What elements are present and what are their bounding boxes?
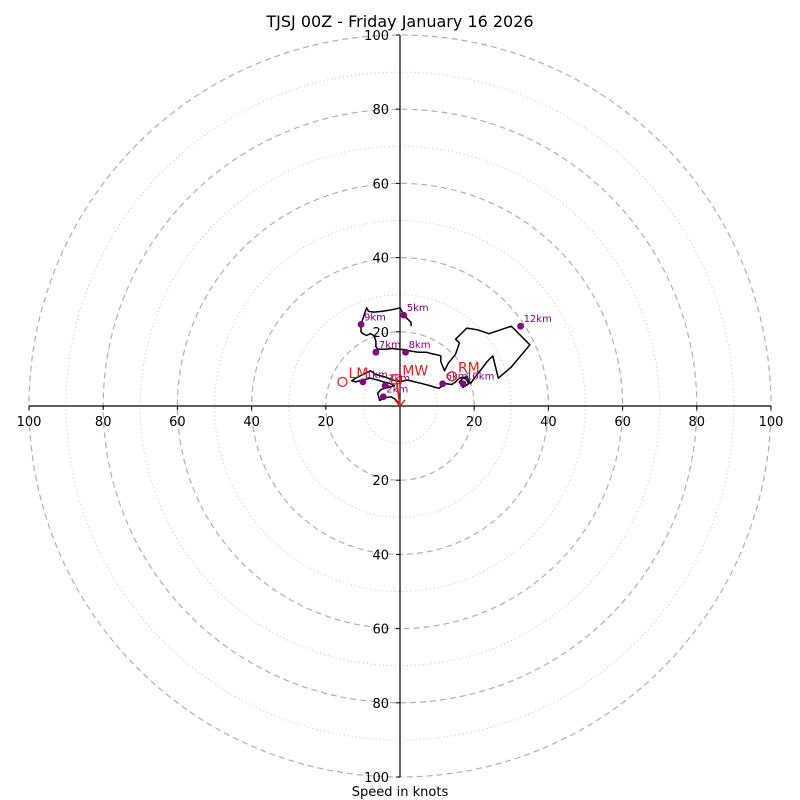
x-tick-label: 60 xyxy=(614,415,631,430)
right-mover-marker xyxy=(446,371,458,382)
x-tick-label: 60 xyxy=(169,415,186,430)
height-marker-label: 12km xyxy=(524,314,552,325)
height-marker-dot xyxy=(517,322,524,330)
height-marker-dot xyxy=(459,380,467,388)
x-tick-label: 40 xyxy=(540,415,557,430)
y-tick-label: 100 xyxy=(364,771,389,786)
chart-title: TJSJ 00Z - Friday January 16 2026 xyxy=(265,12,533,31)
height-marker-label: 3km xyxy=(388,374,410,385)
y-tick-label: 20 xyxy=(372,326,389,341)
y-tick-label: 60 xyxy=(372,623,389,638)
y-tick-label: 40 xyxy=(372,252,389,267)
height-marker-dot xyxy=(359,378,367,386)
x-tick-label: 20 xyxy=(466,415,483,430)
hodograph-trace xyxy=(351,306,531,407)
x-tick-label: 100 xyxy=(17,415,42,430)
hodograph-trace-layer xyxy=(351,306,531,407)
height-markers: 1km2km3km5km6km7km8km9km10km12km xyxy=(357,303,552,401)
x-tick-label: 100 xyxy=(759,415,784,430)
storm-motion-arrow-head xyxy=(394,399,401,407)
y-tick-label: 100 xyxy=(364,29,389,44)
x-tick-label: 40 xyxy=(243,415,260,430)
mean-wind-marker xyxy=(391,374,402,385)
y-tick-label: 20 xyxy=(372,474,389,489)
x-axis-label: Speed in knots xyxy=(352,785,449,800)
height-marker-dot xyxy=(400,311,408,319)
y-tick-label: 60 xyxy=(372,177,389,192)
y-tick-label: 80 xyxy=(372,103,389,118)
height-marker-label: 5km xyxy=(407,303,429,314)
height-marker-dot xyxy=(402,348,409,356)
height-marker-label: 9km xyxy=(364,312,386,323)
height-marker-label: 7km xyxy=(379,340,401,351)
height-marker-label: 8km xyxy=(409,340,431,351)
height-marker-dot xyxy=(379,393,387,401)
y-tick-label: 40 xyxy=(372,548,389,563)
storm-motion-label: RM xyxy=(458,360,480,376)
x-tick-label: 20 xyxy=(318,415,335,430)
height-marker-label: 1km xyxy=(366,370,388,381)
height-marker-dot xyxy=(381,382,389,389)
storm-motion-arrow-head xyxy=(399,399,406,407)
height-marker-dot xyxy=(439,380,447,388)
height-marker-dot xyxy=(372,348,380,356)
storm-motion-label: MW xyxy=(402,363,428,379)
storm-motion-label: LM xyxy=(348,366,368,382)
x-tick-label: 80 xyxy=(95,415,112,430)
y-tick-label: 80 xyxy=(372,697,389,712)
left-mover-marker xyxy=(337,376,348,388)
storm-motion-markers: MW RM LM xyxy=(337,360,480,407)
tick-labels: 100 100 100 100 80 80 80 80 60 60 60 60 40 40 40 40 20 20… xyxy=(17,29,784,786)
height-marker-label: 10km xyxy=(466,372,494,383)
height-marker-dot xyxy=(357,320,365,328)
x-tick-label: 80 xyxy=(689,415,706,430)
